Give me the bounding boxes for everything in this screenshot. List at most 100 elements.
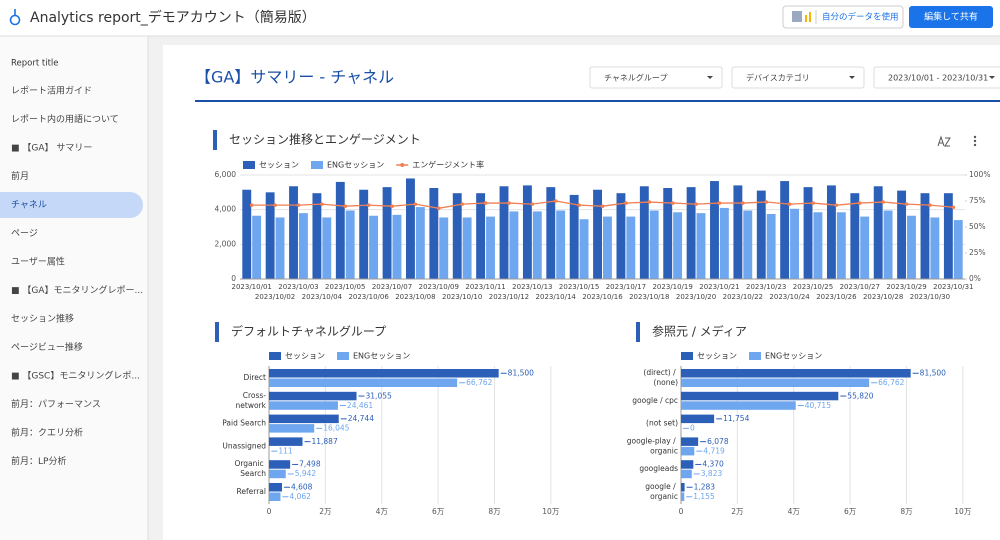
category-label: Paid Search [222, 419, 266, 428]
line-point [366, 203, 371, 207]
bar [359, 189, 369, 279]
dropdown-caret [849, 76, 855, 79]
bar [686, 187, 696, 279]
nav-item[interactable]: ■ 【GA】モニタリングレポー... [11, 284, 143, 296]
legend-label: セッション [285, 352, 325, 361]
edit-share-button[interactable] [909, 6, 993, 28]
data-label: 16,045 [323, 424, 349, 433]
filter-dropdown[interactable] [873, 66, 1000, 89]
legend-label: ENGセッション [353, 352, 410, 361]
button-label[interactable]: 自分のデータを使用 [822, 12, 899, 23]
nav-item[interactable]: ページ [11, 229, 38, 239]
filter-dropdown[interactable] [731, 66, 865, 89]
x-tick-label: 4万 [376, 507, 389, 516]
category-label: (not set) [646, 419, 678, 428]
use-data-button[interactable] [782, 5, 904, 29]
nav-item[interactable]: 前月：LP分析 [11, 455, 66, 467]
x-tick-label: 2023/10/15 [559, 283, 599, 291]
button-label[interactable]: 編集して共有 [924, 11, 978, 23]
bar [415, 207, 425, 279]
bar [897, 190, 907, 279]
line-point [530, 202, 535, 206]
x-tick-label: 2023/10/12 [489, 293, 529, 301]
nav-item[interactable]: 前月 [11, 170, 29, 182]
bar [476, 193, 486, 279]
bar [681, 369, 911, 378]
sort-glyph [937, 135, 945, 147]
bar [953, 220, 963, 279]
y-tick-label: 2,000 [215, 239, 237, 248]
x-tick-label: 2023/10/25 [793, 283, 833, 291]
bar [269, 414, 339, 424]
nav-item[interactable]: チャネル [11, 200, 47, 211]
nav-item[interactable]: 前月：パフォーマンス [11, 398, 101, 410]
nav-item[interactable]: セッション推移 [11, 313, 74, 325]
x-tick-label: 2023/10/20 [676, 293, 716, 301]
bar [269, 492, 281, 501]
bar [780, 181, 790, 279]
bar [649, 210, 659, 279]
line-point [507, 201, 511, 205]
nav-item[interactable]: ユーザー属性 [11, 256, 65, 268]
filter-dropdown[interactable] [589, 66, 723, 89]
filter-label[interactable]: デバイスカテゴリ [746, 73, 810, 83]
bar [439, 217, 449, 279]
bar [743, 210, 753, 279]
line-point [483, 201, 488, 205]
legend-label: エンゲージメント率 [412, 160, 484, 170]
x-tick-label: 2023/10/13 [512, 283, 552, 291]
bar [269, 401, 338, 410]
nav-item[interactable]: レポート内の用語について [11, 113, 119, 125]
nav-item[interactable]: レポート活用ガイド [11, 85, 92, 97]
x-tick-label: 2023/10/22 [723, 293, 763, 301]
bar [269, 469, 286, 479]
x-tick-label: 6万 [844, 507, 857, 516]
line-point [787, 202, 792, 206]
data-label: 11,754 [723, 414, 749, 423]
bar [673, 212, 683, 279]
bar [907, 215, 916, 279]
x-tick-label: 2023/10/03 [278, 283, 318, 291]
sort-icon[interactable] [937, 135, 951, 147]
x-tick-label: 2万 [731, 507, 744, 516]
bar [756, 190, 766, 279]
data-label: 111 [278, 446, 293, 455]
data-label: 3,823 [701, 469, 723, 478]
line-point [577, 203, 581, 207]
bar [298, 213, 308, 279]
y-tick-label: 4,000 [215, 205, 237, 214]
data-label: 1,283 [694, 483, 716, 492]
legend-swatch [681, 352, 693, 360]
bar [569, 194, 579, 279]
bar [710, 181, 719, 279]
more-menu[interactable] [973, 135, 977, 147]
line-point [273, 203, 277, 207]
bar [392, 214, 402, 279]
bar [681, 401, 796, 410]
filter-label[interactable]: 2023/10/01 - 2023/10/31 [888, 74, 988, 83]
line-point [717, 201, 722, 205]
bar [269, 424, 315, 433]
x-tick-label: 2023/10/09 [419, 283, 459, 291]
nav-item[interactable]: ■ 【GA】 サマリー [11, 143, 92, 154]
nav-item[interactable]: ページビュー推移 [11, 341, 83, 353]
bar [546, 187, 556, 279]
x-tick-label: 2023/10/06 [348, 293, 389, 301]
bar [681, 460, 694, 469]
bar [406, 178, 415, 279]
bar [265, 192, 275, 279]
nav-item[interactable]: ■ 【GSC】モニタリングレポ... [11, 370, 140, 382]
nav-highlight [0, 192, 143, 218]
nav-item[interactable]: 前月：クエリ分析 [11, 427, 83, 439]
category-label: google / cpc [632, 396, 678, 405]
data-label: 4,719 [703, 446, 725, 455]
bar [639, 186, 649, 279]
legend-swatch [269, 352, 281, 360]
logo-ring [9, 14, 21, 26]
bar [312, 193, 322, 279]
filter-label[interactable]: チャネルグループ [604, 73, 667, 83]
x-tick-label: 2023/10/28 [863, 293, 903, 301]
bar [836, 212, 846, 279]
bar [269, 437, 303, 446]
